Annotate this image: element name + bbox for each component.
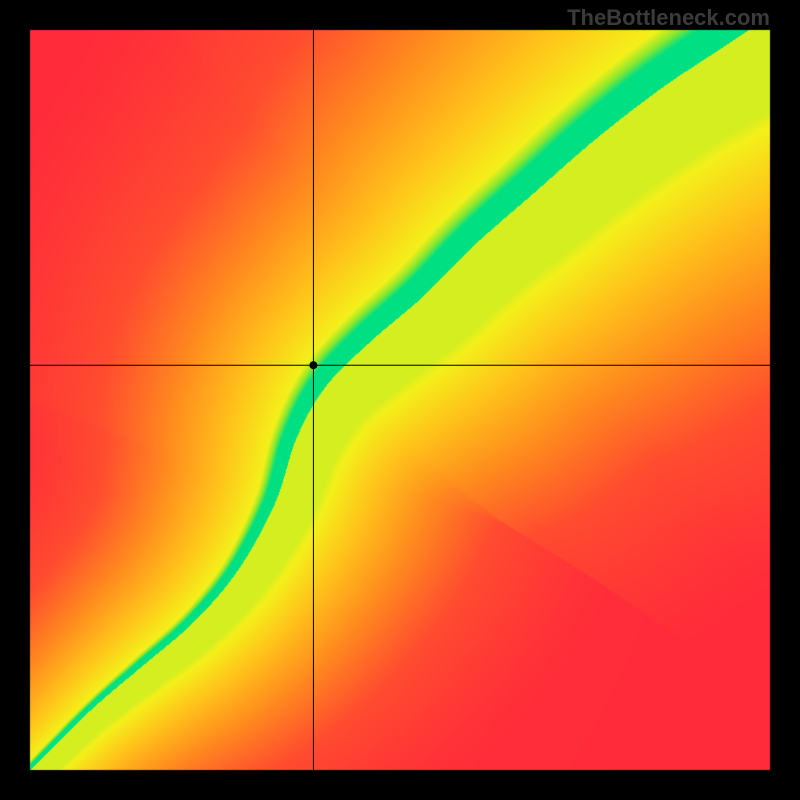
watermark-text: TheBottleneck.com bbox=[567, 5, 770, 31]
bottleneck-heatmap bbox=[0, 0, 800, 800]
chart-stage: TheBottleneck.com bbox=[0, 0, 800, 800]
